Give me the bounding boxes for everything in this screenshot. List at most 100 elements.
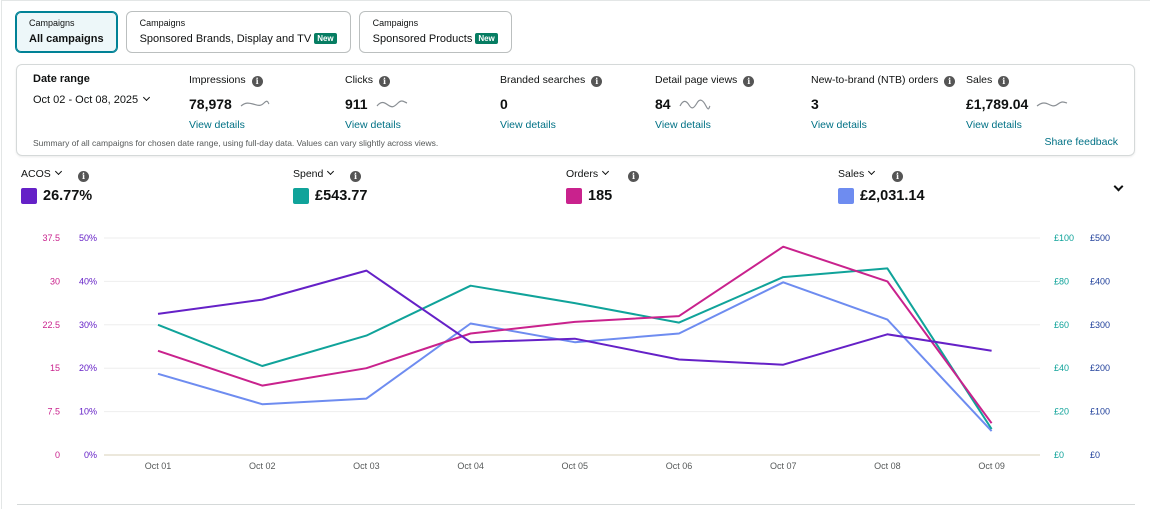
new-badge: New — [475, 33, 498, 44]
tab-label-row: Sponsored Products New — [373, 31, 498, 47]
tab-sponsored-brands[interactable]: Campaigns Sponsored Brands, Display and … — [125, 11, 351, 53]
x-tick-label: Oct 08 — [874, 461, 901, 471]
kpi-value: 26.77% — [43, 188, 93, 204]
metric-label-row: Clicks i — [345, 74, 408, 87]
y-tick-label-spend: £80 — [1054, 276, 1069, 286]
x-tick-label: Oct 03 — [353, 461, 380, 471]
metric-clicks: Clicks i 911 View details — [345, 74, 408, 131]
kpi-orders: Orders i 185 — [566, 167, 639, 204]
tab-label-row: Sponsored Brands, Display and TV New — [140, 31, 337, 47]
info-icon[interactable]: i — [379, 76, 390, 87]
y-tick-label-orders: 37.5 — [42, 233, 60, 243]
y-tick-label-acos: 30% — [79, 320, 97, 330]
metric-value: 0 — [500, 96, 508, 112]
view-details-link[interactable]: View details — [189, 119, 245, 131]
tab-sponsored-products[interactable]: Campaigns Sponsored Products New — [358, 11, 512, 53]
legend-swatch[interactable] — [566, 188, 582, 204]
kpi-value-row: 185 — [566, 188, 612, 204]
tab-caption: Campaigns — [139, 18, 186, 28]
metric-value-row: 78,978 — [189, 95, 270, 113]
info-icon[interactable]: i — [998, 76, 1010, 87]
info-icon[interactable]: i — [350, 171, 361, 182]
y-tick-label-sales: £400 — [1090, 276, 1110, 286]
y-tick-label-sales: £0 — [1090, 450, 1100, 460]
chevron-down-icon — [868, 167, 876, 176]
kpi-label: Sales — [838, 168, 865, 180]
view-details-link[interactable]: View details — [811, 119, 867, 131]
tab-label: Sponsored Brands, Display and TV — [139, 33, 312, 45]
view-details-link[interactable]: View details — [655, 119, 711, 131]
date-range-picker[interactable]: Oct 02 - Oct 08, 2025 — [33, 93, 151, 106]
metric-label: Branded searches — [500, 74, 586, 86]
y-tick-label-sales: £500 — [1090, 233, 1110, 243]
metric-value-row: 0 — [500, 95, 602, 113]
chevron-down-icon — [54, 167, 62, 176]
tab-caption: Campaigns — [29, 18, 75, 28]
kpi-metric-selector[interactable]: ACOS — [21, 167, 92, 180]
y-tick-label-orders: 15 — [50, 363, 60, 373]
metric-value: £1,789.04 — [966, 96, 1029, 112]
y-tick-label-spend: £40 — [1054, 363, 1069, 373]
tab-label: Sponsored Products — [372, 33, 473, 45]
metric-sales: Sales i £1,789.04 View details — [966, 74, 1068, 131]
metric-value-row: 911 — [345, 95, 408, 113]
x-tick-label: Oct 01 — [145, 461, 172, 471]
tab-all-campaigns[interactable]: Campaigns All campaigns — [15, 11, 118, 53]
y-tick-label-acos: 0% — [84, 450, 97, 460]
sparkline-icon — [240, 100, 270, 107]
metric-label-row: Impressions i — [189, 74, 270, 87]
chevron-down-icon — [602, 167, 610, 176]
info-icon[interactable]: i — [892, 171, 903, 182]
metric-label: Impressions — [189, 74, 246, 86]
date-range-label: Date range — [33, 73, 90, 85]
legend-swatch[interactable] — [838, 188, 854, 204]
metric-detail-page-views: Detail page views i 84 View details — [655, 74, 755, 131]
y-tick-label-spend: £60 — [1054, 320, 1069, 330]
y-tick-label-acos: 10% — [79, 407, 97, 417]
y-tick-label-sales: £100 — [1090, 407, 1110, 417]
kpi-metric-selector[interactable]: Sales — [838, 167, 925, 180]
performance-chart: 0 7.5 15 22.5 30 37.5 0% 10% 20% 30% 40% 50% £0 £20 £4… — [42, 233, 1110, 471]
metric-value: 3 — [811, 96, 819, 112]
divider — [17, 504, 1135, 505]
tab-caption: Campaigns — [372, 18, 419, 28]
y-tick-label-orders: 0 — [55, 450, 60, 460]
view-details-link[interactable]: View details — [500, 119, 556, 131]
y-tick-label-sales: £200 — [1090, 363, 1110, 373]
info-icon[interactable]: i — [591, 76, 603, 87]
sparkline-icon — [679, 99, 711, 110]
y-tick-label-acos: 20% — [79, 363, 97, 373]
y-tick-label-acos: 40% — [79, 276, 97, 286]
y-tick-label-spend: £0 — [1054, 450, 1064, 460]
share-feedback-link[interactable]: Share feedback — [1044, 136, 1118, 148]
legend-swatch[interactable] — [293, 188, 309, 204]
tab-label: All campaigns — [29, 33, 104, 45]
info-icon[interactable]: i — [743, 76, 755, 87]
legend-swatch[interactable] — [21, 188, 37, 204]
metric-ntb-orders: New-to-brand (NTB) orders i 3 View detail… — [811, 74, 956, 131]
info-icon[interactable]: i — [251, 76, 263, 87]
metric-value-row: 3 — [811, 95, 955, 113]
y-tick-label-orders: 22.5 — [42, 320, 60, 330]
metric-label-row: Sales i — [966, 74, 1068, 87]
series-line-orders — [157, 245, 993, 424]
kpi-value-row: £2,031.14 — [838, 188, 925, 204]
y-tick-label-sales: £300 — [1090, 320, 1110, 330]
y-tick-label-spend: £100 — [1054, 233, 1074, 243]
y-tick-label-orders: 7.5 — [47, 407, 60, 417]
kpi-metric-selector[interactable]: Spend — [293, 167, 367, 180]
x-tick-label: Oct 04 — [457, 461, 484, 471]
sparkline-icon — [376, 100, 407, 108]
metric-branded-searches: Branded searches i 0 View details — [500, 74, 603, 131]
x-tick-label: Oct 09 — [978, 461, 1005, 471]
info-icon[interactable]: i — [944, 76, 956, 87]
kpi-acos: ACOS i 26.77% — [21, 167, 93, 204]
kpi-value: £2,031.14 — [860, 188, 925, 204]
view-details-link[interactable]: View details — [345, 119, 401, 131]
view-details-link[interactable]: View details — [966, 119, 1022, 131]
metric-value: 78,978 — [189, 96, 232, 112]
date-range: Date range Oct 02 - Oct 08, 2025 — [33, 73, 151, 106]
kpi-metric-selector[interactable]: Orders — [566, 167, 612, 180]
info-icon[interactable]: i — [78, 171, 89, 182]
info-icon[interactable]: i — [628, 171, 639, 182]
